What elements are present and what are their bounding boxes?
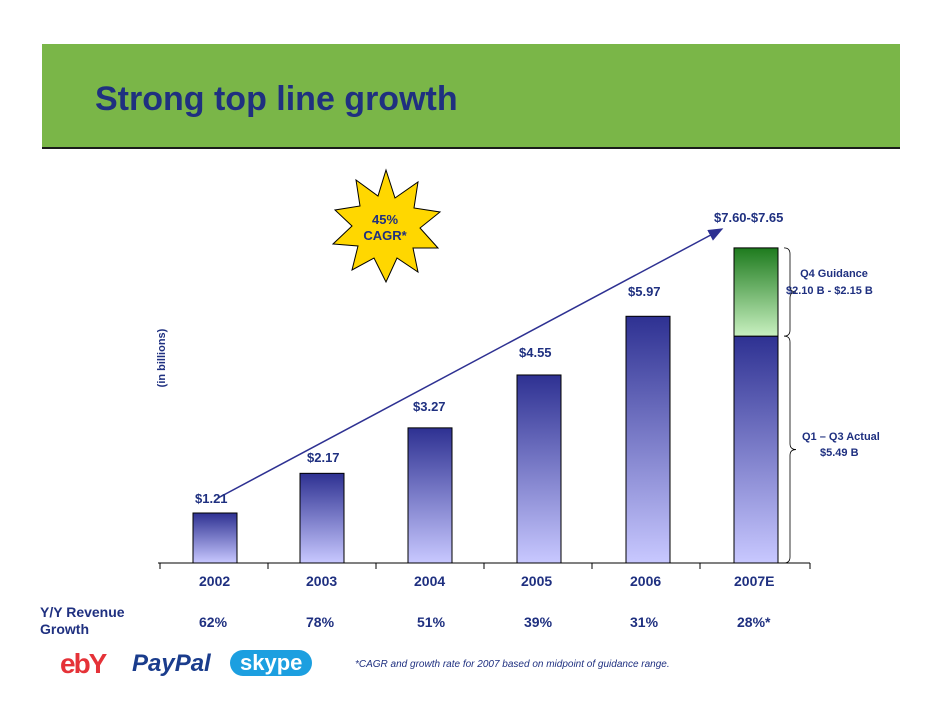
x-tick-2005: 2005: [521, 573, 553, 589]
x-tick-2002: 2002: [199, 573, 231, 589]
bar-label-2003: $2.17: [307, 450, 340, 465]
bar-label-2005: $4.55: [519, 345, 552, 360]
bar-2005: [516, 374, 562, 564]
yy-growth-label: Y/Y Revenue Growth: [40, 604, 125, 637]
growth-2003: 78%: [306, 614, 335, 630]
x-tick-2004: 2004: [414, 573, 446, 589]
skype-logo: skype: [230, 650, 313, 676]
bar-2003: [299, 472, 345, 564]
growth-2007E: 28%*: [737, 614, 771, 630]
ebay-logo: ebY: [60, 648, 107, 679]
bar-label-2004: $3.27: [413, 399, 446, 414]
q1-q3-actual-title: Q1 – Q3 Actual: [802, 431, 880, 443]
cagr-value: 45%: [371, 212, 399, 227]
bar-2002: [192, 512, 238, 564]
bar-2007E-guidance: [733, 247, 779, 337]
growth-2005: 39%: [524, 614, 553, 630]
trend-arrow: [217, 228, 724, 499]
x-tick-2006: 2006: [630, 573, 662, 589]
x-tick-2003: 2003: [306, 573, 338, 589]
growth-2006: 31%: [630, 614, 659, 630]
q1-q3-actual-bracket: [783, 335, 797, 564]
header-band: [42, 44, 900, 149]
cagr-caption: CAGR*: [363, 228, 407, 243]
q4-guidance-value: $2.10 B - $2.15 B: [786, 285, 873, 297]
bar-2004: [407, 427, 453, 564]
bar-label-2007E: $7.60-$7.65: [714, 210, 784, 225]
footnote: *CAGR and growth rate for 2007 based on …: [355, 659, 670, 670]
x-tick-2007E: 2007E: [734, 573, 775, 589]
paypal-logo: PayPal: [132, 650, 211, 677]
bar-2007E-actual: [733, 335, 779, 564]
growth-2004: 51%: [417, 614, 446, 630]
bar-label-2006: $5.97: [628, 284, 661, 299]
bar-label-2002: $1.21: [195, 491, 228, 506]
growth-2002: 62%: [199, 614, 228, 630]
q4-guidance-title: Q4 Guidance: [800, 268, 868, 280]
bar-2006: [625, 315, 671, 564]
cagr-badge-text: 45% CAGR*: [340, 212, 430, 244]
page-title: Strong top line growth: [95, 80, 458, 118]
y-axis-label: (in billions): [156, 328, 168, 388]
cagr-starburst: [331, 168, 442, 284]
q1-q3-actual-value: $5.49 B: [820, 447, 859, 459]
q4-guidance-note: Q4 Guidance: [786, 268, 882, 280]
q4-guidance-bracket: [783, 247, 797, 337]
